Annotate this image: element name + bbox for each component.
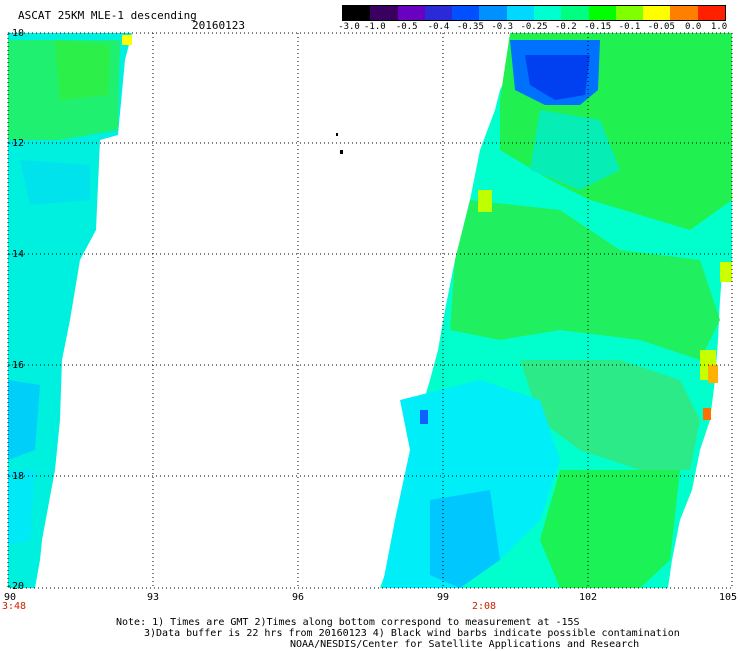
note-line: Note: 1) Times are GMT 2)Times along bot…	[116, 617, 580, 628]
colorbar-segment	[452, 6, 480, 20]
colorbar-segment	[479, 6, 508, 20]
colorbar-label: -0.1	[618, 22, 641, 32]
time-label: 3:48	[2, 601, 27, 612]
colorbar	[342, 5, 726, 21]
lon-label: 96	[291, 592, 305, 603]
colorbar-segment	[643, 6, 671, 20]
lat-label: -12	[6, 138, 25, 149]
colorbar-label: -0.35	[456, 22, 484, 32]
colorbar-label: -0.05	[647, 22, 675, 32]
colorbar-segment	[343, 6, 371, 20]
colorbar-label: -0.5	[395, 22, 418, 32]
colorbar-label: -0.25	[520, 22, 548, 32]
colorbar-segment	[697, 6, 726, 20]
colorbar-segment	[370, 6, 399, 20]
time-label: 2:08	[472, 601, 497, 612]
lon-label: 93	[146, 592, 160, 603]
lat-label: -16	[6, 360, 25, 371]
chart-date: 20160123	[192, 19, 245, 32]
lat-label: -10	[6, 28, 25, 39]
colorbar-label: 0.0	[685, 22, 702, 32]
island-mark	[336, 133, 338, 136]
island-mark	[340, 150, 343, 154]
colorbar-segment	[588, 6, 617, 20]
colorbar-segment	[561, 6, 590, 20]
lon-label: 105	[718, 592, 738, 603]
colorbar-label: -3.0	[338, 22, 360, 32]
colorbar-label: -0.15	[584, 22, 612, 32]
lon-label: 102	[578, 592, 598, 603]
colorbar-segment	[670, 6, 699, 20]
colorbar-label: 1.0	[710, 22, 728, 32]
colorbar-segment	[615, 6, 644, 20]
note-line: 3)Data buffer is 22 hrs from 20160123 4)…	[144, 628, 680, 639]
lat-label: -20	[6, 581, 25, 592]
colorbar-label: -0.2	[554, 22, 577, 32]
colorbar-label: -0.3	[491, 22, 513, 32]
note-line: NOAA/NESDIS/Center for Satellite Applica…	[290, 639, 640, 650]
colorbar-label: -0.4	[427, 22, 450, 32]
colorbar-segment	[534, 6, 562, 20]
chart-title: ASCAT 25KM MLE-1 descending	[18, 9, 197, 22]
left-swath	[8, 33, 132, 588]
lat-label: -14	[6, 249, 25, 260]
right-swath	[380, 33, 732, 588]
colorbar-segment	[506, 6, 535, 20]
plot-frame	[7, 32, 733, 589]
lat-label: -18	[6, 471, 25, 482]
grid-lines	[8, 33, 732, 588]
lon-label: 99	[436, 592, 450, 603]
colorbar-segment	[424, 6, 453, 20]
colorbar-label: -1.0	[363, 22, 386, 32]
colorbar-segment	[397, 6, 426, 20]
lon-label: 90	[3, 592, 17, 603]
